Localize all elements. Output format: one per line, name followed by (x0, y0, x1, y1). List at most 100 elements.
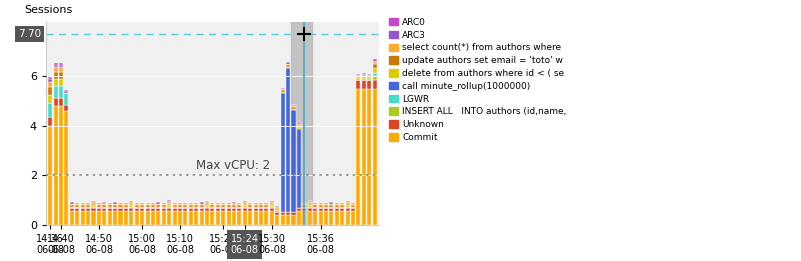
Bar (86, 211, 90, 225)
Bar (129, 202, 133, 204)
Bar (48, 126, 52, 225)
Bar (113, 205, 117, 207)
Bar (162, 207, 166, 208)
Bar (75, 208, 79, 211)
Bar (129, 207, 133, 208)
Bar (329, 204, 333, 205)
Bar (113, 202, 117, 204)
Bar (107, 204, 111, 205)
Text: Sessions: Sessions (24, 5, 73, 15)
Bar (324, 208, 328, 211)
Bar (75, 207, 79, 208)
Bar (227, 208, 231, 211)
Bar (59, 98, 63, 106)
Bar (254, 211, 258, 225)
Bar (232, 208, 236, 211)
Bar (345, 207, 349, 208)
Bar (205, 207, 209, 208)
Bar (264, 204, 268, 205)
Bar (292, 107, 296, 109)
Bar (297, 122, 301, 123)
Bar (54, 106, 58, 225)
Bar (91, 208, 95, 211)
Bar (81, 207, 85, 208)
Bar (227, 207, 231, 208)
Bar (335, 208, 339, 211)
Bar (140, 207, 144, 208)
Bar (119, 207, 123, 208)
Bar (264, 207, 268, 208)
Bar (81, 203, 85, 204)
Bar (59, 86, 63, 98)
Bar (280, 212, 284, 215)
Bar (199, 207, 203, 208)
Bar (135, 205, 139, 207)
Bar (292, 215, 296, 225)
Bar (211, 207, 215, 208)
Bar (156, 211, 160, 225)
Bar (329, 211, 333, 225)
Bar (232, 205, 236, 207)
Bar (70, 211, 74, 225)
Bar (243, 205, 247, 207)
Bar (211, 203, 215, 204)
Bar (248, 208, 252, 211)
Bar (129, 204, 133, 205)
Bar (243, 202, 247, 204)
Bar (189, 205, 193, 207)
Bar (243, 211, 247, 225)
Bar (189, 204, 193, 205)
Bar (107, 211, 111, 225)
Bar (270, 205, 274, 207)
Bar (227, 204, 231, 205)
Bar (167, 205, 171, 207)
Bar (291, 22, 312, 225)
Bar (54, 98, 58, 106)
Bar (335, 203, 339, 204)
Bar (91, 205, 95, 207)
Bar (113, 207, 117, 208)
Bar (324, 211, 328, 225)
Bar (345, 205, 349, 207)
Bar (91, 204, 95, 205)
Bar (286, 215, 290, 225)
Bar (302, 204, 306, 205)
Bar (205, 202, 209, 204)
Bar (356, 75, 360, 77)
Bar (205, 204, 209, 205)
Bar (194, 205, 198, 207)
Bar (259, 203, 263, 204)
Bar (356, 80, 360, 88)
Bar (124, 203, 128, 204)
Bar (178, 205, 182, 207)
Bar (221, 205, 225, 207)
Bar (362, 88, 366, 225)
Bar (215, 208, 219, 211)
Bar (172, 211, 176, 225)
Bar (113, 211, 117, 225)
Bar (324, 207, 328, 208)
Bar (351, 207, 355, 208)
Bar (183, 205, 187, 207)
Bar (351, 205, 355, 207)
Bar (367, 74, 371, 75)
Bar (308, 202, 312, 204)
Bar (345, 204, 349, 205)
Bar (243, 208, 247, 211)
Bar (308, 208, 312, 211)
Bar (319, 208, 323, 211)
Bar (97, 207, 101, 208)
Bar (259, 207, 263, 208)
Bar (199, 202, 203, 204)
Bar (146, 207, 150, 208)
Bar (54, 65, 58, 68)
Bar (254, 208, 258, 211)
Bar (70, 202, 74, 204)
Bar (276, 209, 280, 210)
Bar (292, 106, 296, 107)
Bar (237, 211, 241, 225)
Bar (259, 208, 263, 211)
Bar (59, 65, 63, 68)
Bar (167, 204, 171, 205)
Bar (140, 208, 144, 211)
